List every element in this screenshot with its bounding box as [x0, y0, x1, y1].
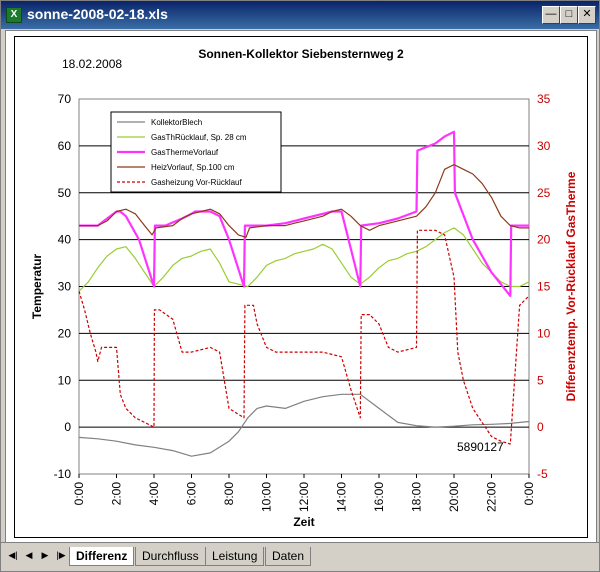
series-line-0: [78, 393, 530, 457]
y2-tick-label: 15: [537, 280, 551, 294]
x-tick-label: 8:00: [222, 482, 236, 506]
y2-tick-label: 5: [537, 373, 544, 387]
next-sheet-icon[interactable]: ▶: [41, 550, 49, 560]
prev-sheet-icon[interactable]: ◀: [25, 550, 33, 560]
x-tick-label: 4:00: [147, 482, 161, 506]
title-bar[interactable]: X sonne-2008-02-18.xls — □ ✕: [1, 1, 599, 29]
legend-label: HeizVorlauf, Sp.100 cm: [151, 163, 235, 172]
y-tick-label: 40: [58, 233, 72, 247]
x-tick-label: 6:00: [185, 482, 199, 506]
y2-tick-label: 25: [537, 186, 551, 200]
y2-tick-label: 0: [537, 420, 544, 434]
y-tick-label: 70: [58, 92, 72, 106]
y2-tick-label: 35: [537, 92, 551, 106]
x-tick-label: 20:00: [447, 482, 461, 512]
y2-tick-label: 30: [537, 139, 551, 153]
sheet-tab-bar: ◀| ◀ ▶ |▶ Differenz Durchfluss Leistung …: [1, 542, 599, 568]
x-tick-label: 12:00: [297, 482, 311, 512]
chart-annotation: 5890127: [457, 440, 504, 454]
legend-label: GasThermeVorlauf: [151, 148, 219, 157]
legend-label: KollektorBlech: [151, 118, 202, 127]
sheet-tab-durchfluss[interactable]: Durchfluss: [135, 547, 206, 566]
worksheet-canvas[interactable]: Sonnen-Kollektor Siebensternweg 2 18.02.…: [5, 30, 597, 544]
y-tick-label: 20: [58, 326, 72, 340]
chart-svg[interactable]: -10 0 10 20 30 40 50 60 70 -5 0 5 10 15 20 25 30 35 0:00 2:…: [15, 37, 587, 537]
x-tick-label: 16:00: [372, 482, 386, 512]
x-tick-label: 0:00: [72, 482, 86, 506]
chart-area[interactable]: Sonnen-Kollektor Siebensternweg 2 18.02.…: [14, 36, 588, 538]
y-tick-label: 10: [58, 373, 72, 387]
window-title: sonne-2008-02-18.xls: [27, 6, 168, 22]
y2-tick-label: 20: [537, 233, 551, 247]
y2-axis-label: Differenztemp. Vor-Rücklauf GasTherme: [564, 171, 578, 401]
sheet-tab-leistung[interactable]: Leistung: [205, 547, 265, 566]
maximize-button[interactable]: □: [560, 6, 578, 24]
legend-label: GasThRücklauf, Sp. 28 cm: [151, 133, 247, 142]
y-axis-label: Temperatur: [30, 254, 44, 319]
x-tick-label: 22:00: [485, 482, 499, 512]
y-tick-label: 0: [64, 420, 71, 434]
y-tick-label: -10: [54, 467, 72, 481]
y2-tick-label: 10: [537, 326, 551, 340]
series-line-3: [79, 163, 529, 238]
y-tick-label: 60: [58, 139, 72, 153]
chart-date-label: 18.02.2008: [62, 57, 123, 71]
legend-label: Gasheizung Vor-Rücklauf: [151, 178, 242, 187]
y2-tick-label: -5: [537, 467, 548, 481]
x-tick-label: 0:00: [522, 482, 536, 506]
close-button[interactable]: ✕: [578, 6, 596, 24]
first-sheet-icon[interactable]: ◀|: [8, 550, 18, 560]
sheet-tab-daten[interactable]: Daten: [265, 547, 312, 566]
x-tick-label: 18:00: [410, 482, 424, 512]
last-sheet-icon[interactable]: |▶: [56, 550, 66, 560]
y-tick-label: 50: [58, 186, 72, 200]
series-line-2: [79, 130, 529, 297]
chart-title: Sonnen-Kollektor Siebensternweg 2: [198, 47, 404, 61]
x-tick-label: 10:00: [260, 482, 274, 512]
minimize-button[interactable]: —: [542, 6, 560, 24]
excel-icon[interactable]: X: [6, 7, 22, 23]
x-axis-label: Zeit: [293, 515, 314, 529]
x-tick-label: 2:00: [110, 482, 124, 506]
series-line-4: [78, 229, 530, 445]
sheet-tab-differenz[interactable]: Differenz: [69, 547, 135, 566]
y-tick-label: 30: [58, 280, 72, 294]
x-tick-label: 14:00: [335, 482, 349, 512]
